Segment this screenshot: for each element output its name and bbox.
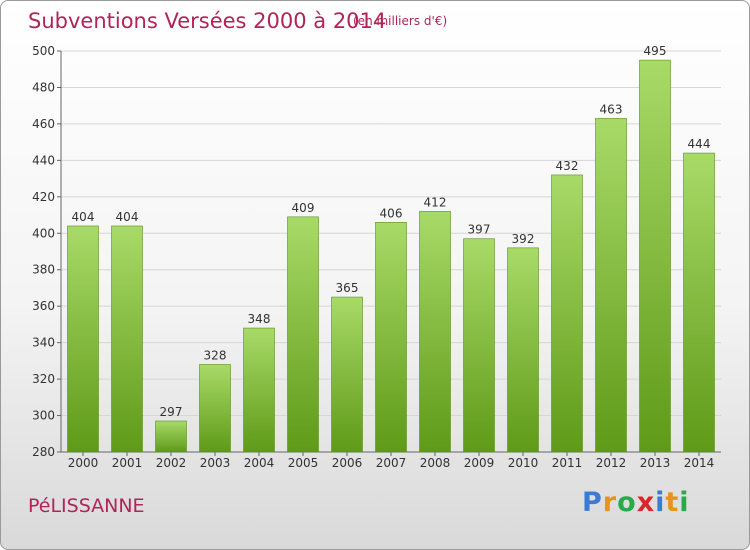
x-tick-label: 2014 — [684, 456, 715, 470]
data-label: 412 — [424, 195, 447, 209]
data-label: 495 — [644, 44, 667, 58]
y-tick-label: 380 — [32, 263, 55, 277]
commune-name: PéLISSANNE — [28, 495, 145, 517]
data-label: 348 — [248, 312, 271, 326]
bar — [507, 247, 539, 453]
bar — [639, 59, 671, 453]
x-tick-label: 2003 — [200, 456, 231, 470]
data-label: 328 — [204, 349, 227, 363]
y-tick-label: 300 — [32, 409, 55, 423]
x-tick-label: 2005 — [288, 456, 319, 470]
data-label: 463 — [600, 102, 623, 116]
y-tick-label: 320 — [32, 372, 55, 386]
data-label: 404 — [116, 210, 139, 224]
logo-letter: o — [617, 487, 637, 518]
bar — [331, 296, 363, 453]
y-tick-label: 460 — [32, 117, 55, 131]
data-label: 297 — [160, 405, 183, 419]
x-tick-label: 2007 — [376, 456, 407, 470]
y-tick-label: 280 — [32, 445, 55, 459]
bar — [551, 174, 583, 453]
bar — [67, 225, 99, 453]
bar — [463, 238, 495, 453]
x-tick-label: 2013 — [640, 456, 671, 470]
x-tick-label: 2001 — [112, 456, 143, 470]
bar — [243, 327, 275, 453]
data-label: 404 — [72, 210, 95, 224]
proxiti-logo: Proxiti — [582, 487, 690, 518]
data-label: 409 — [292, 201, 315, 215]
x-tick-label: 2012 — [596, 456, 627, 470]
chart-title: Subventions Versées 2000 à 2014 — [28, 9, 387, 33]
bar — [375, 222, 407, 453]
data-label: 432 — [556, 159, 579, 173]
logo-letter: P — [582, 487, 603, 518]
x-tick-label: 2002 — [156, 456, 187, 470]
unit-note: (en milliers d'€) — [353, 14, 448, 28]
bar — [155, 420, 187, 453]
logo-letter: x — [636, 487, 656, 518]
bar — [595, 118, 627, 453]
logo-letter: t — [665, 487, 680, 518]
x-tick-label: 2011 — [552, 456, 583, 470]
x-tick-label: 2006 — [332, 456, 363, 470]
y-tick-label: 420 — [32, 190, 55, 204]
x-tick-label: 2000 — [68, 456, 99, 470]
data-label: 365 — [336, 281, 359, 295]
bar — [683, 152, 715, 453]
x-tick-label: 2010 — [508, 456, 539, 470]
data-label: 444 — [688, 137, 711, 151]
x-tick-label: 2008 — [420, 456, 451, 470]
y-tick-label: 360 — [32, 299, 55, 313]
bar — [419, 211, 451, 453]
bar — [111, 225, 143, 453]
y-tick-label: 480 — [32, 80, 55, 94]
y-tick-label: 340 — [32, 336, 55, 350]
bar — [199, 364, 231, 453]
labels: 280 300 320 340 360 380 400 420 440 460 480 500 404 2… — [32, 44, 714, 470]
y-tick-label: 400 — [32, 226, 55, 240]
x-tick-label: 2009 — [464, 456, 495, 470]
y-tick-label: 500 — [32, 44, 55, 58]
logo-letter: i — [655, 487, 666, 518]
y-tick-label: 440 — [32, 153, 55, 167]
logo-letter: i — [679, 487, 690, 518]
x-tick-label: 2004 — [244, 456, 275, 470]
data-label: 397 — [468, 223, 491, 237]
bars — [67, 59, 715, 453]
data-label: 406 — [380, 206, 403, 220]
data-label: 392 — [512, 232, 535, 246]
logo-letter: r — [602, 487, 618, 518]
bar — [287, 216, 319, 453]
